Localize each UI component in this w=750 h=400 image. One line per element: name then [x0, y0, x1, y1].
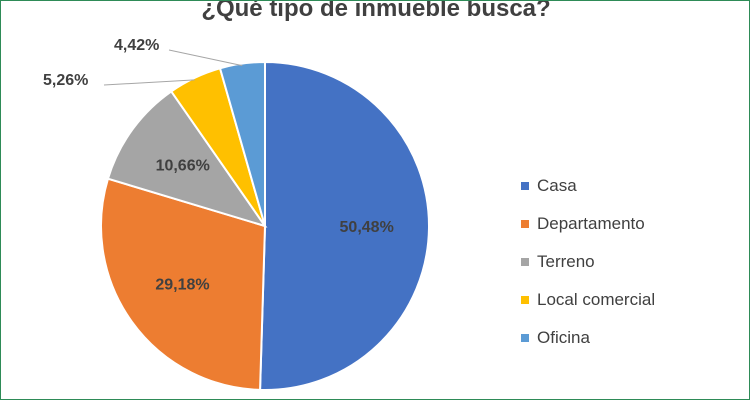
legend-item-departamento: Departamento — [521, 205, 655, 243]
data-label-oficina: 4,42% — [114, 37, 159, 54]
legend-label-oficina: Oficina — [537, 328, 590, 347]
legend-swatch-terreno — [521, 258, 529, 266]
legend-item-terreno: Terreno — [521, 243, 655, 281]
data-label-terreno: 10,66% — [156, 158, 210, 175]
data-label-departamento: 29,18% — [155, 277, 209, 294]
legend-label-local-comercial: Local comercial — [537, 290, 656, 309]
pie-slice-terreno — [106, 90, 268, 228]
legend-label-terreno: Terreno — [537, 252, 595, 271]
leader-line-local-comercial — [103, 79, 195, 86]
pie-slice-oficina — [218, 60, 266, 227]
data-label-casa: 50,48% — [340, 219, 394, 236]
legend: Casa Departamento Terreno Local comercia… — [521, 167, 655, 357]
chart-title: ¿Qué tipo de inmueble busca? — [201, 0, 551, 22]
legend-swatch-local-comercial — [521, 296, 529, 304]
legend-swatch-oficina — [521, 334, 529, 342]
leader-line-oficina — [168, 49, 243, 67]
legend-item-casa: Casa — [521, 167, 655, 205]
legend-label-casa: Casa — [537, 176, 577, 195]
pie-slice-casa — [259, 60, 430, 391]
data-label-local-comercial: 5,26% — [43, 72, 88, 89]
legend-swatch-casa — [521, 182, 529, 190]
pie-slice-departamento — [100, 177, 267, 391]
legend-label-departamento: Departamento — [537, 214, 645, 233]
legend-item-local-comercial: Local comercial — [521, 281, 655, 319]
legend-swatch-departamento — [521, 220, 529, 228]
legend-item-oficina: Oficina — [521, 319, 655, 357]
